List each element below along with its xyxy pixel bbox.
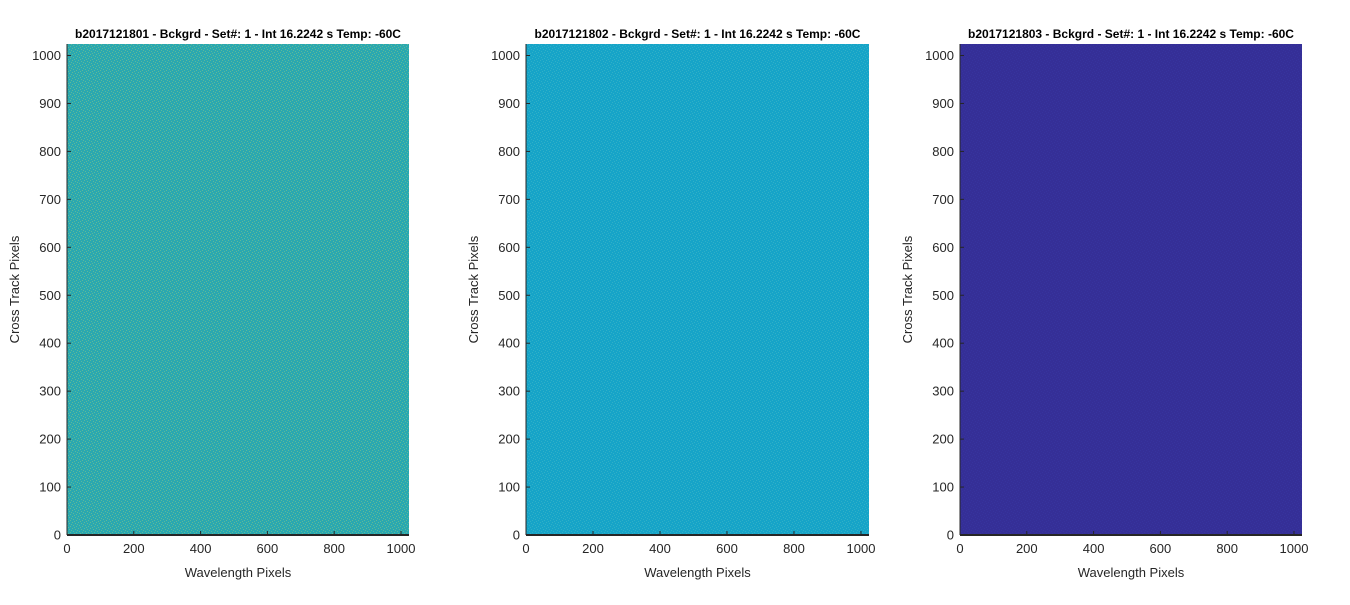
- y-axis-label: Cross Track Pixels: [7, 235, 22, 343]
- y-tick-label: 100: [498, 480, 520, 495]
- panel-2: 0 200 400 600 800 1000 0 100 200 300 400 500 600 700 8…: [466, 27, 875, 580]
- y-tick-label: 900: [39, 96, 61, 111]
- x-tick-label: 0: [956, 541, 963, 556]
- heatmap-image: [526, 44, 869, 535]
- x-tick-label: 600: [716, 541, 738, 556]
- x-tick-label: 400: [649, 541, 671, 556]
- x-tick-label: 0: [63, 541, 70, 556]
- x-tick-label: 200: [1016, 541, 1038, 556]
- y-tick-label: 600: [498, 240, 520, 255]
- x-axis-label: Wavelength Pixels: [1078, 565, 1185, 580]
- x-tick-label: 800: [1216, 541, 1238, 556]
- y-tick-label: 400: [39, 336, 61, 351]
- heatmap-image: [67, 44, 409, 535]
- x-tick-label: 200: [582, 541, 604, 556]
- y-tick-label: 500: [39, 288, 61, 303]
- y-tick-label: 500: [932, 288, 954, 303]
- y-tick-label: 700: [932, 192, 954, 207]
- y-tick-label: 100: [39, 480, 61, 495]
- panel-3: 0 200 400 600 800 1000 0 100 200 300 400 500 600 700 8…: [900, 27, 1308, 580]
- y-tick-label: 300: [39, 384, 61, 399]
- y-tick-label: 400: [498, 336, 520, 351]
- x-tick-label: 200: [123, 541, 145, 556]
- y-tick-label: 0: [54, 528, 61, 543]
- y-tick-label: 1000: [32, 48, 61, 63]
- y-tick-label: 200: [498, 432, 520, 447]
- y-tick-label: 0: [513, 528, 520, 543]
- y-tick-label: 600: [932, 240, 954, 255]
- x-tick-label: 800: [323, 541, 345, 556]
- y-tick-label: 100: [932, 480, 954, 495]
- x-tick-label: 1000: [847, 541, 876, 556]
- y-tick-label: 1000: [491, 48, 520, 63]
- y-tick-label: 800: [932, 144, 954, 159]
- y-tick-label: 300: [498, 384, 520, 399]
- x-tick-label: 600: [1150, 541, 1172, 556]
- panel-title: b2017121802 - Bckgrd - Set#: 1 - Int 16.…: [535, 27, 861, 41]
- y-tick-label: 700: [39, 192, 61, 207]
- y-tick-label: 800: [39, 144, 61, 159]
- panel-title: b2017121803 - Bckgrd - Set#: 1 - Int 16.…: [968, 27, 1294, 41]
- x-tick-label: 1000: [1280, 541, 1309, 556]
- x-axis-label: Wavelength Pixels: [185, 565, 292, 580]
- y-tick-label: 800: [498, 144, 520, 159]
- x-tick-label: 400: [190, 541, 212, 556]
- y-axis-label: Cross Track Pixels: [466, 235, 481, 343]
- x-tick-label: 1000: [387, 541, 416, 556]
- x-tick-label: 400: [1083, 541, 1105, 556]
- y-tick-label: 400: [932, 336, 954, 351]
- x-tick-label: 800: [783, 541, 805, 556]
- panel-1: 0 200 400 600 800 1000 0 100 200 300 400 500 600 700 8…: [7, 27, 415, 580]
- y-tick-label: 900: [932, 96, 954, 111]
- y-tick-label: 500: [498, 288, 520, 303]
- y-tick-label: 300: [932, 384, 954, 399]
- x-tick-label: 600: [257, 541, 279, 556]
- x-tick-label: 0: [522, 541, 529, 556]
- y-tick-label: 1000: [925, 48, 954, 63]
- y-tick-label: 0: [947, 528, 954, 543]
- y-tick-label: 200: [932, 432, 954, 447]
- heatmap-image: [960, 44, 1302, 535]
- x-axis-label: Wavelength Pixels: [644, 565, 751, 580]
- y-tick-label: 900: [498, 96, 520, 111]
- y-tick-label: 700: [498, 192, 520, 207]
- y-axis-label: Cross Track Pixels: [900, 235, 915, 343]
- panel-title: b2017121801 - Bckgrd - Set#: 1 - Int 16.…: [75, 27, 401, 41]
- y-tick-label: 600: [39, 240, 61, 255]
- y-tick-label: 200: [39, 432, 61, 447]
